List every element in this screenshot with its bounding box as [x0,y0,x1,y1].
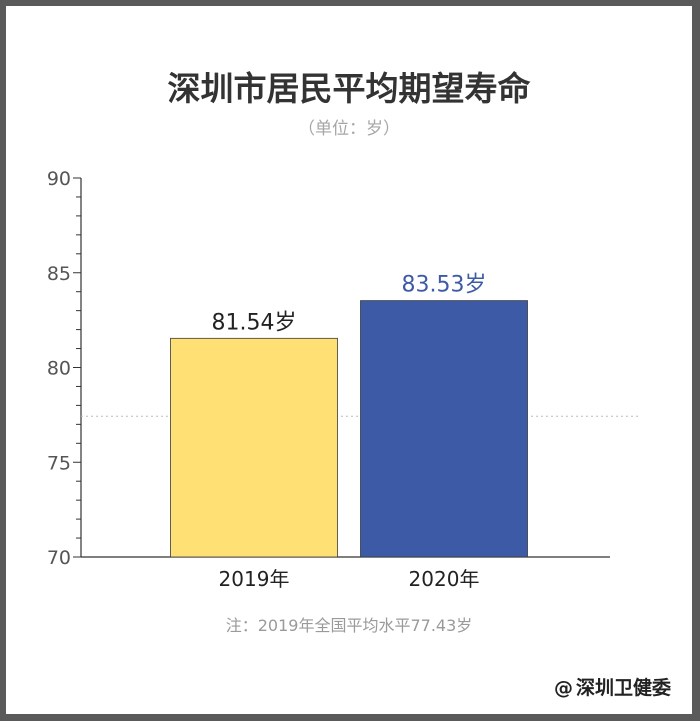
labels-group: 81.54岁 2019年 83.53岁 2020年 [212,273,487,591]
bar-value-label: 83.53岁 [402,273,487,298]
chart-svg: 深圳市居民平均期望寿命 （单位：岁） 70 75 80 85 90 81.54岁 2019… [47,69,671,699]
credit-text: 深圳卫健委 [576,676,671,699]
y-tick-label: 80 [47,358,71,380]
x-tick-label: 2019年 [219,567,290,591]
chart-subtitle: （单位：岁） [298,119,400,139]
y-tick-label: 75 [47,452,71,474]
y-tick-label: 70 [47,547,71,569]
bar [360,300,528,558]
chart-title: 深圳市居民平均期望寿命 [168,69,532,108]
credit: @ 深圳卫健委 [554,676,671,699]
bar-value-label: 81.54岁 [212,310,297,335]
chart-annotation: 注：2019年全国平均水平77.43岁 [226,616,473,635]
x-tick-label: 2020年 [409,567,480,591]
chart-frame: 深圳市居民平均期望寿命 （单位：岁） 70 75 80 85 90 81.54岁 2019… [6,6,692,714]
y-tick-label: 90 [47,168,71,190]
bar [170,337,338,558]
bars-group [170,300,528,558]
at-icon: @ [554,677,573,699]
y-axis: 70 75 80 85 90 [47,168,610,569]
y-tick-label: 85 [47,263,71,285]
